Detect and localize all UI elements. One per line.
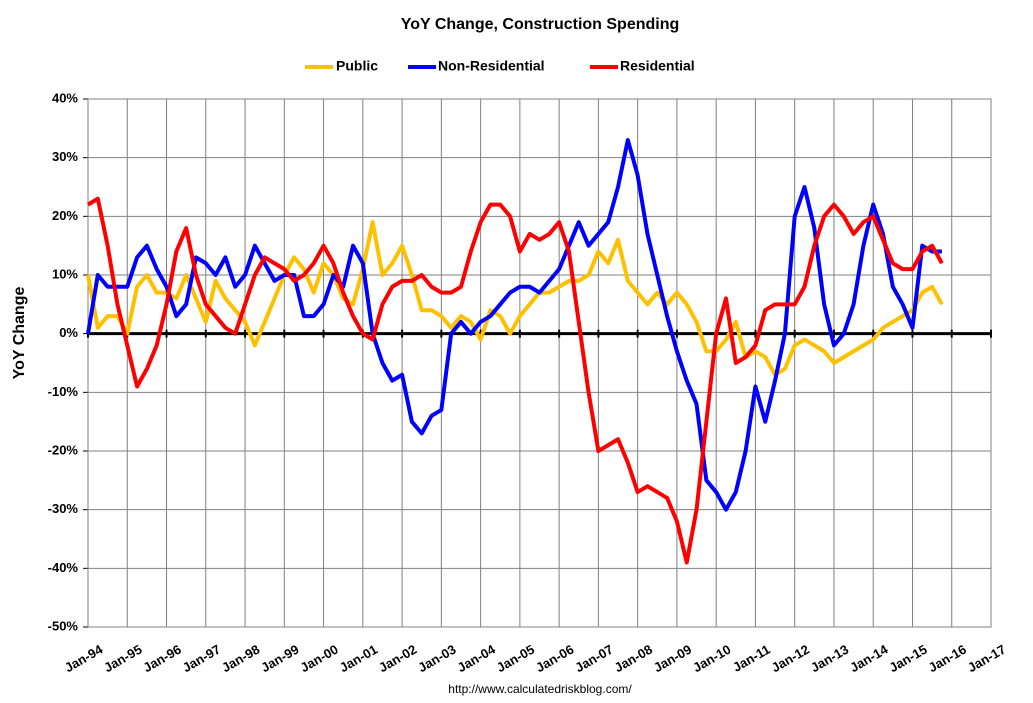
y-tick-label: -10%	[48, 384, 79, 399]
y-tick-label: -30%	[48, 501, 79, 516]
y-tick-label: -50%	[48, 618, 79, 633]
legend: Public Non-Residential Residential	[305, 58, 695, 74]
y-axis-label: YoY Change	[11, 287, 28, 380]
source: http://www.calculatedriskblog.com/	[448, 682, 632, 696]
legend-label: Public	[336, 58, 378, 74]
y-tick-label: 30%	[52, 149, 78, 164]
legend-label: Residential	[620, 58, 695, 74]
series-line	[86, 138, 942, 512]
legend-label: Non-Residential	[438, 58, 545, 74]
y-tick-label: -20%	[48, 442, 79, 457]
y-tick-label: 40%	[52, 90, 78, 105]
y-tick-label: 0%	[59, 325, 78, 340]
chart-title: YoY Change, Construction Spending	[401, 16, 680, 33]
series-line	[86, 220, 944, 377]
plot-area	[86, 138, 944, 565]
series-line	[86, 196, 944, 565]
y-tick-label: -40%	[48, 560, 79, 575]
y-tick-label: 20%	[52, 208, 78, 223]
y-tick-label: 10%	[52, 266, 78, 281]
